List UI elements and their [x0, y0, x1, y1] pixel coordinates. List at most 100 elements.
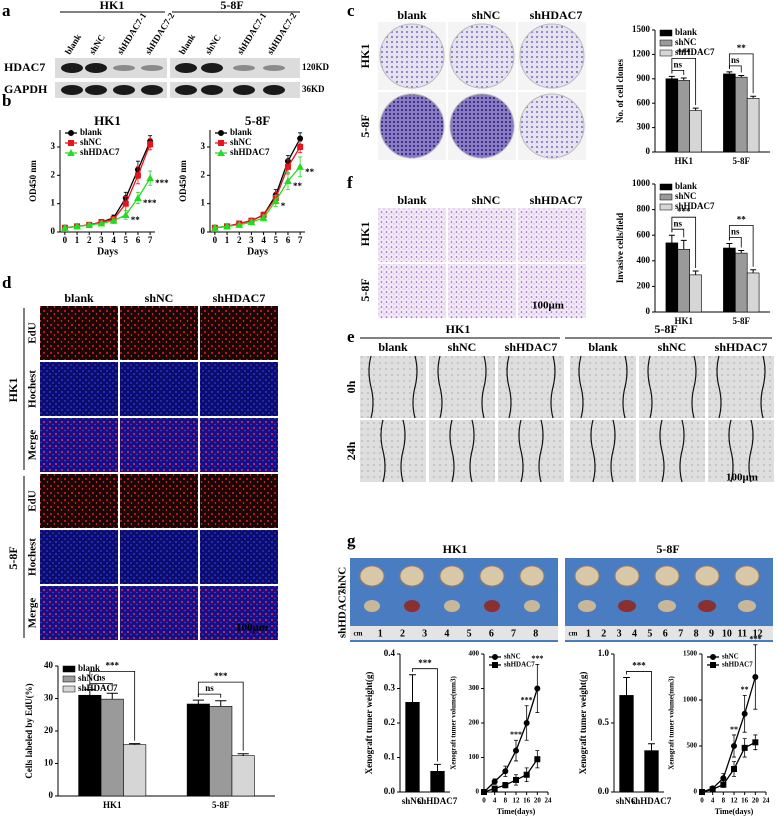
legend-label: shNC: [722, 653, 739, 661]
fluorescence-image: [40, 306, 118, 360]
bar: [100, 698, 124, 797]
wound-edge: [590, 419, 596, 483]
y-tick-label: 0.0: [384, 786, 396, 796]
wound-edge: [578, 355, 584, 419]
x-tick-label: 16: [741, 797, 749, 805]
y-tick-label: 600: [637, 97, 651, 107]
significance-bracket: [728, 237, 742, 248]
significance-bracket: [412, 668, 438, 762]
bar: [123, 744, 147, 797]
y-tick-label: 1200: [632, 48, 651, 58]
marker: [481, 789, 487, 795]
y-tick-label: 1500: [683, 650, 698, 658]
lane-label: shNC: [203, 33, 223, 57]
bar: [689, 110, 702, 153]
significance-label: ns: [205, 683, 214, 693]
y-tick-label: 400: [469, 650, 480, 658]
tumor: [439, 565, 465, 587]
panel-label: e: [347, 327, 355, 346]
chart-title: 5-8F: [245, 113, 270, 128]
marker: [147, 141, 154, 148]
marker: [752, 674, 759, 680]
tumor: [364, 600, 380, 612]
x-tick-label: 5: [124, 235, 129, 245]
marker: [523, 771, 530, 778]
ruler: [350, 626, 558, 640]
blot-band: [175, 63, 197, 73]
marker: [223, 222, 231, 230]
wound-edge: [550, 355, 556, 419]
significance-bracket: [626, 671, 652, 741]
wound-edge: [412, 355, 418, 419]
marker: [284, 176, 292, 184]
column-label: shNC: [472, 193, 501, 207]
legend-label: blank: [230, 127, 252, 137]
x-tick-label: 7: [148, 235, 153, 245]
y-axis-label: Xenograft tumer weight(g): [578, 672, 588, 775]
blot-band: [85, 85, 107, 95]
y-tick-label: 40: [44, 660, 54, 670]
marker: [492, 662, 498, 668]
ruler-label: 3: [617, 628, 622, 639]
wound-edge: [659, 419, 665, 483]
fluorescence-image: [120, 306, 198, 360]
ruler-label: cm: [569, 630, 578, 638]
ruler-label: 2: [400, 628, 405, 639]
row-label: HDAC7: [4, 60, 45, 74]
y-tick-label: 0: [646, 146, 651, 156]
significance-label: ***: [510, 730, 522, 739]
y-tick-label: 1: [51, 198, 56, 208]
channel-label: Merge: [27, 430, 39, 461]
ruler-label: 7: [678, 628, 683, 639]
marker: [731, 766, 737, 772]
invasion-image: [518, 264, 586, 318]
x-tick-label: 4: [711, 797, 715, 805]
marker: [297, 144, 304, 150]
colony-plate: [519, 23, 585, 89]
x-tick-label: HK1: [674, 316, 693, 326]
legend-label: shNC: [78, 673, 100, 683]
fluorescence-image: [200, 306, 278, 360]
error-bar: [409, 674, 416, 703]
significance-label: ***: [521, 696, 533, 705]
significance-label: ns: [674, 218, 683, 228]
marker: [235, 220, 244, 228]
legend-label: shHDAC7: [80, 147, 120, 157]
bar: [430, 770, 445, 793]
y-tick-label: 300: [469, 684, 480, 692]
y-tick-label: 3: [201, 141, 206, 151]
invasion-image: [448, 208, 516, 262]
legend-label: blank: [80, 127, 102, 137]
row-label: GAPDH: [4, 82, 48, 96]
marker: [297, 135, 304, 142]
blot-band: [113, 65, 135, 71]
legend-swatch: [659, 49, 673, 57]
significance-label: **: [737, 43, 747, 53]
bar: [746, 98, 760, 153]
wound-edge: [380, 419, 386, 483]
marker: [720, 781, 727, 788]
wound-edge: [691, 355, 697, 419]
marker: [122, 200, 129, 207]
y-axis-label: OD450 nm: [28, 160, 38, 202]
ruler-label: 2: [601, 628, 606, 639]
y-tick-label: 600: [637, 229, 651, 239]
significance-label: ***: [677, 47, 691, 57]
error-bar: [750, 269, 757, 273]
significance-bracket: [197, 693, 222, 698]
error-bar: [192, 699, 204, 705]
error-bar: [738, 75, 745, 78]
channel-label: EdU: [27, 322, 39, 343]
scale-label: 100μm: [236, 622, 268, 634]
tumor: [654, 565, 680, 587]
error-bar: [726, 71, 733, 74]
ruler-label: 12: [753, 628, 763, 639]
legend-label: blank: [675, 181, 697, 191]
x-tick-label: 0: [213, 235, 218, 245]
marker: [61, 223, 69, 231]
legend-label: shHDAC7: [78, 683, 118, 693]
x-tick-label: 20: [752, 797, 760, 805]
y-tick-label: 1000: [683, 696, 698, 704]
bar: [723, 73, 736, 153]
error-bar: [129, 743, 141, 745]
